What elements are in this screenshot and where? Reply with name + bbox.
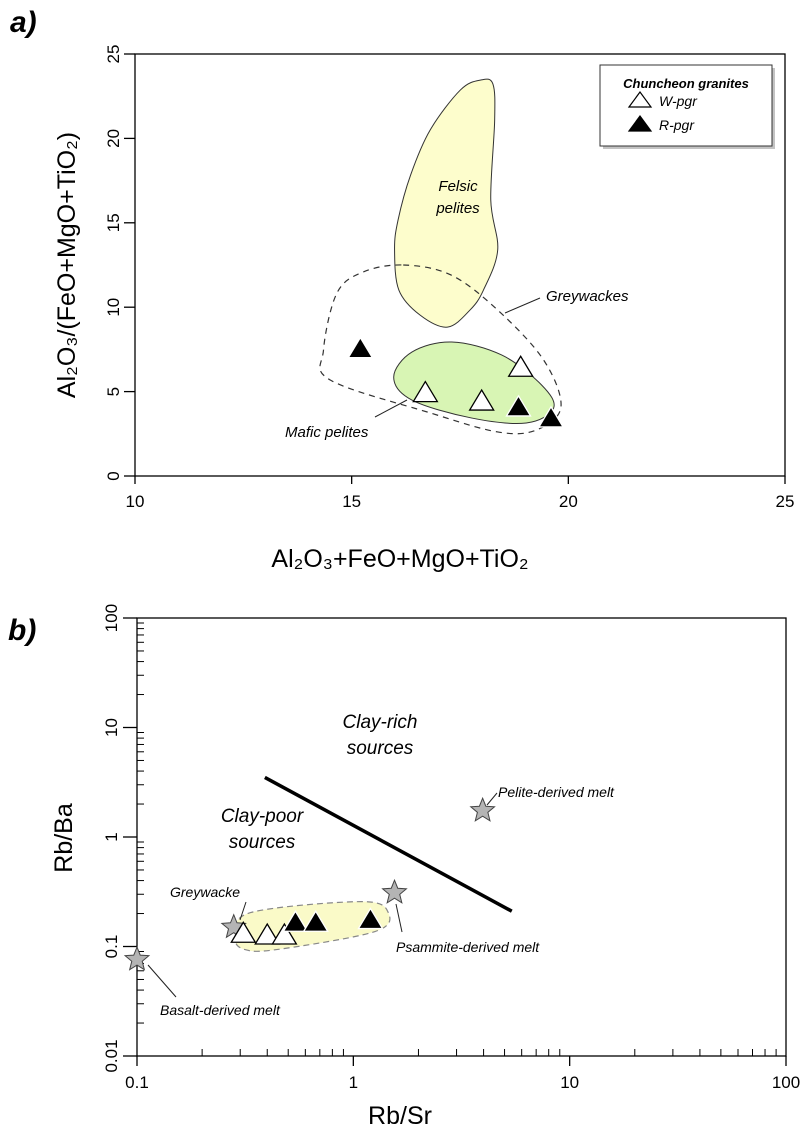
legend: Chuncheon granites W-pgr R-pgr [599,64,775,149]
w-pgr-point [412,380,439,403]
panel-a-label: a) [10,6,37,39]
x-tick-label: 20 [559,492,578,511]
legend-entry-w-pgr: W-pgr [659,93,698,109]
clay-poor-label-2: sources [229,832,296,853]
r-pgr-point [357,907,384,930]
y-tick-label: 10 [102,718,121,737]
panel-a-x-axis-title: Al₂O₃+FeO+MgO+TiO₂ [271,545,528,573]
x-tick-label: 0.1 [125,1073,149,1092]
r-pgr-point [537,405,565,428]
panel-a: a) Felsic pelites Greywackes Mafic pelit… [10,6,794,573]
x-tick-label: 15 [342,492,361,511]
w-pgr-point [230,920,257,943]
panel-a-axes: 10 15 20 25 0 5 10 15 20 25 [104,45,794,511]
felsic-pelites-label-1: Felsic [438,178,478,195]
x-tick-label: 10 [126,492,145,511]
y-tick-label: 25 [104,45,123,64]
greywacke-leader [239,901,247,921]
star-icon [381,878,408,904]
w-pgr-point [507,355,534,377]
basalt-derived-melt-label: Basalt-derived melt [160,1002,281,1018]
basalt-leader [147,964,177,998]
panel-b-points [123,796,496,971]
w-pgr-point [254,922,281,945]
y-tick-label: 0 [104,471,123,480]
y-tick-label: 20 [104,129,123,148]
panel-a-fields [319,78,562,435]
greywacke-label: Greywacke [170,884,240,900]
felsic-pelites-field [394,78,499,328]
panel-b-x-axis-title: Rb/Sr [368,1102,432,1130]
y-tick-label: 0.01 [102,1039,121,1072]
pelite-derived-melt-label: Pelite-derived melt [498,784,615,800]
r-pgr-point [347,336,374,359]
r-pgr-point [505,394,532,417]
r-pgr-point [282,910,309,932]
mafic-pelites-field [393,341,555,424]
legend-box [599,64,773,147]
mafic-pelites-label: Mafic pelites [285,424,369,441]
panel-a-frame [134,53,786,477]
clay-poor-label-1: Clay-poor [221,806,304,827]
greywackes-leader [504,297,541,314]
mafic-pelites-leader [374,399,408,418]
y-tick-label: 0.1 [102,935,121,959]
w-pgr-point [468,388,495,411]
x-tick-label: 10 [560,1073,579,1092]
panel-a-points [347,336,565,428]
legend-title: Chuncheon granites [623,76,749,91]
clay-rich-label-2: sources [347,738,414,759]
y-tick-label: 100 [102,604,121,632]
r-pgr-point [302,910,329,932]
w-pgr-point [271,922,298,945]
clay-rich-label-1: Clay-rich [343,712,418,733]
y-tick-label: 10 [104,298,123,317]
psammite-derived-melt-label: Psammite-derived melt [396,939,540,955]
panel-b-y-axis-title: Rb/Ba [50,803,78,873]
x-tick-label: 25 [776,492,795,511]
panel-a-y-axis-title: Al₂O₃/(FeO+MgO+TiO₂) [53,132,81,398]
felsic-pelites-label-2: pelites [435,200,480,217]
greywackes-label: Greywackes [546,288,629,305]
x-tick-label: 1 [349,1073,358,1092]
x-tick-label: 100 [772,1073,800,1092]
star-icon [469,796,496,822]
y-tick-label: 1 [102,832,121,841]
panel-b-label: b) [8,614,36,647]
y-tick-label: 5 [104,387,123,396]
legend-entry-r-pgr: R-pgr [659,117,695,133]
y-tick-label: 15 [104,213,123,232]
clay-source-divider-line [264,775,513,913]
legend-open-triangle-icon [627,90,653,108]
pelite-leader [486,792,498,806]
legend-filled-triangle-icon [627,114,653,132]
psammite-leader [395,903,403,933]
star-icon [123,945,151,971]
